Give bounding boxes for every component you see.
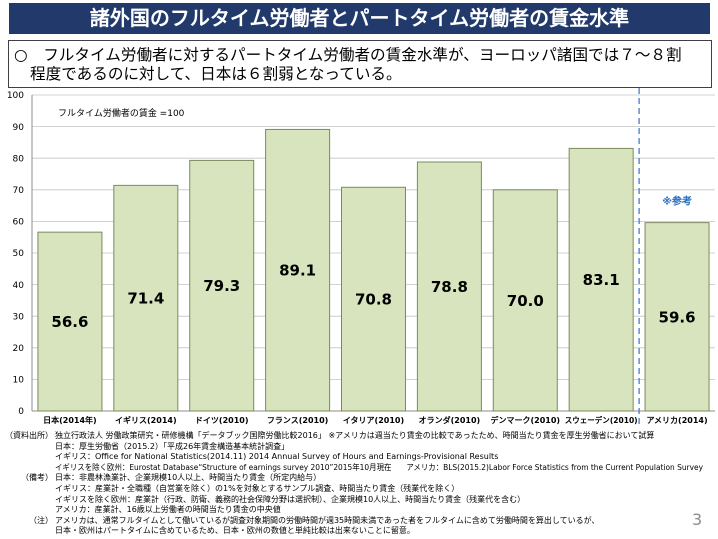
note-line: アメリカは、通常フルタイムとして働いているが調査対象期間の労働時間が週35時間未… <box>55 515 600 525</box>
note-row: イギリス：Office for National Statistics(2014… <box>0 452 718 463</box>
category-label-denmark: デンマーク(2010) <box>490 415 560 425</box>
note-row: 日本：厚生労働省（2015.2）「平成26年賃金構造基本統計調査」 <box>0 442 718 453</box>
bar-japan <box>37 231 103 412</box>
bar-germany <box>189 159 255 412</box>
note-row: イギリスを除く欧州：産業計（行政、防衛、義務的社会保障分野は選択制）、企業規模1… <box>0 495 718 506</box>
category-label-usa: アメリカ(2014) <box>646 416 707 425</box>
value-label-japan: 56.6 <box>51 313 88 331</box>
value-label-denmark: 70.0 <box>507 292 544 310</box>
note-text: イギリス：Office for National Statistics(2014… <box>55 452 703 463</box>
y-tick-label-100: 100 <box>7 91 24 101</box>
summary-text-1: ○ フルタイム労働者に対するパートタイム労働者の賃金水準が、ヨーロッパ諸国では７… <box>14 46 682 64</box>
value-label-usa: 59.6 <box>659 308 696 326</box>
note-row: イギリス：産業計・全職種（自営業を除く）の1%を対象とするサンプル調査、時間当た… <box>0 484 718 495</box>
value-label-italy: 70.8 <box>355 291 392 309</box>
note-text: イギリス：産業計・全職種（自営業を除く）の1%を対象とするサンプル調査、時間当た… <box>55 484 703 495</box>
note-line: 日本：厚生労働省（2015.2）「平成26年賃金構造基本統計調査」 <box>55 441 290 451</box>
y-tick-label-50: 50 <box>13 249 25 259</box>
y-tick-label-90: 90 <box>13 123 25 133</box>
reference-note: ※参考 <box>662 195 692 208</box>
category-label-uk: イギリス(2014) <box>115 415 177 425</box>
note-line: アメリカ：産業計、16歳以上労働者の時間当たり賃金の中央値 <box>55 505 281 515</box>
note-row: 日本・欧州はパートタイムに含めているため、日本・欧州の数値と単純比較は出来ないこ… <box>0 526 718 537</box>
value-label-netherlands: 78.8 <box>431 278 468 296</box>
note-line: イギリスを除く欧州：Eurostat Database“Structure of… <box>55 462 703 472</box>
bar-denmark <box>492 189 558 412</box>
slide-title: 諸外国のフルタイム労働者とパートタイム労働者の賃金水準 <box>89 6 630 30</box>
note-line: 独立行政法人 労働政策研究・研修機構「データブック国際労働比較2016」 ※アメ… <box>55 431 655 440</box>
y-tick-label-70: 70 <box>13 186 25 196</box>
bar-sweden <box>568 147 634 412</box>
category-label-japan: 日本(2014年) <box>43 415 97 425</box>
source-notes: （資料出所） 独立行政法人 労働政策研究・研修機構「データブック国際労働比較20… <box>0 431 718 537</box>
slide-title-bar: 諸外国のフルタイム労働者とパートタイム労働者の賃金水準 <box>9 3 710 34</box>
y-tick-label-10: 10 <box>13 376 25 386</box>
category-label-sweden: スウェーデン(2010) <box>565 415 638 425</box>
note-text: 日本・欧州はパートタイムに含めているため、日本・欧州の数値と単純比較は出来ないこ… <box>55 526 683 537</box>
bar-netherlands <box>416 161 482 412</box>
note-text: 独立行政法人 労働政策研究・研修機構「データブック国際労働比較2016」 ※アメ… <box>55 431 703 442</box>
note-line: イギリス：産業計・全職種（自営業を除く）の1%を対象とするサンプル調査、時間当た… <box>55 483 460 493</box>
note-row: （注） アメリカは、通常フルタイムとして働いているが調査対象期間の労働時間が週3… <box>0 516 718 527</box>
chart-bars <box>37 128 710 412</box>
value-label-uk: 71.4 <box>127 290 164 308</box>
category-label-france: フランス(2010) <box>267 416 328 425</box>
summary-text-2: 程度であるのに対して、日本は６割弱となっている。 <box>30 65 402 83</box>
wage-ratio-bar-chart: 0 10 20 30 40 50 60 70 80 90 100 56.6 日本(2014年) 71.4… <box>7 88 715 428</box>
note-line: 日本：非農林漁業計、企業規模10人以上、時間当たり賃金（所定内給与） <box>55 473 322 483</box>
note-text: イギリスを除く欧州：産業計（行政、防衛、義務的社会保障分野は選択制）、企業規模1… <box>55 495 703 506</box>
note-row: （資料出所） 独立行政法人 労働政策研究・研修機構「データブック国際労働比較20… <box>0 431 718 442</box>
bar-uk <box>113 184 179 412</box>
y-tick-label-80: 80 <box>13 154 25 164</box>
value-label-france: 89.1 <box>279 262 316 280</box>
category-label-germany: ドイツ(2010) <box>195 416 249 425</box>
y-tick-label-30: 30 <box>13 312 25 322</box>
note-line: イギリスを除く欧州：産業計（行政、防衛、義務的社会保障分野は選択制）、企業規模1… <box>55 494 526 504</box>
note-row: イギリスを除く欧州：Eurostat Database“Structure of… <box>0 463 718 474</box>
value-label-sweden: 83.1 <box>583 271 620 289</box>
chart-labels: 56.6 日本(2014年) 71.4 イギリス(2014) 79.3 ドイツ(2010)… <box>43 262 707 425</box>
note-text: イギリスを除く欧州：Eurostat Database“Structure of… <box>55 463 703 474</box>
note-row: （備考） 日本：非農林漁業計、企業規模10人以上、時間当たり賃金（所定内給与） <box>0 473 718 484</box>
summary-line-1: ○ フルタイム労働者に対するパートタイム労働者の賃金水準が、ヨーロッパ諸国では７… <box>14 46 706 65</box>
chart-annotation: フルタイム労働者の賃金 =100 <box>58 107 185 119</box>
note-row: アメリカ：産業計、16歳以上労働者の時間当たり賃金の中央値 <box>0 505 718 516</box>
y-tick-label-60: 60 <box>13 218 25 228</box>
category-label-italy: イタリア(2010) <box>343 415 404 425</box>
note-text: アメリカ：産業計、16歳以上労働者の時間当たり賃金の中央値 <box>55 505 703 516</box>
y-tick-label-40: 40 <box>13 281 25 291</box>
page-number: 3 <box>692 510 703 529</box>
summary-box: ○ フルタイム労働者に対するパートタイム労働者の賃金水準が、ヨーロッパ諸国では７… <box>8 40 712 88</box>
note-text: アメリカは、通常フルタイムとして働いているが調査対象期間の労働時間が週35時間未… <box>55 516 683 527</box>
y-tick-label-0: 0 <box>18 407 24 417</box>
note-text: 日本：非農林漁業計、企業規模10人以上、時間当たり賃金（所定内給与） <box>55 473 703 484</box>
value-label-germany: 79.3 <box>203 277 240 295</box>
note-line: 日本・欧州はパートタイムに含めているため、日本・欧州の数値と単純比較は出来ないこ… <box>55 526 415 536</box>
bar-italy <box>341 186 406 412</box>
note-label-remarks: （備考） <box>21 473 53 483</box>
summary-line-2: 程度であるのに対して、日本は６割弱となっている。 <box>30 65 706 84</box>
note-line: イギリス：Office for National Statistics(2014… <box>55 452 499 462</box>
note-text: 日本：厚生労働省（2015.2）「平成26年賃金構造基本統計調査」 <box>55 442 703 453</box>
note-label-caveat: （注） <box>29 515 53 525</box>
bar-usa <box>644 222 710 412</box>
category-label-netherlands: オランダ(2010) <box>419 415 481 425</box>
bar-france <box>265 128 331 412</box>
note-label-sources: （資料出所） <box>5 431 53 440</box>
y-tick-label-20: 20 <box>13 344 25 354</box>
